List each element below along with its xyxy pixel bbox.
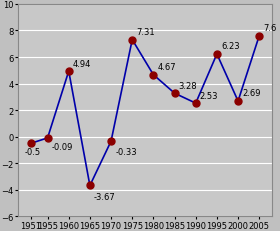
Text: 4.67: 4.67: [158, 63, 176, 72]
Text: -0.09: -0.09: [52, 143, 73, 151]
Text: 2.53: 2.53: [200, 91, 218, 100]
Text: -3.67: -3.67: [94, 193, 116, 201]
Text: -0.5: -0.5: [25, 148, 41, 157]
Text: -0.33: -0.33: [115, 147, 137, 156]
Text: 7.6: 7.6: [263, 24, 277, 33]
Text: 2.69: 2.69: [242, 89, 261, 98]
Text: 4.94: 4.94: [73, 59, 91, 68]
Text: 6.23: 6.23: [221, 42, 240, 51]
Text: 3.28: 3.28: [179, 81, 197, 90]
Text: 7.31: 7.31: [136, 28, 155, 37]
